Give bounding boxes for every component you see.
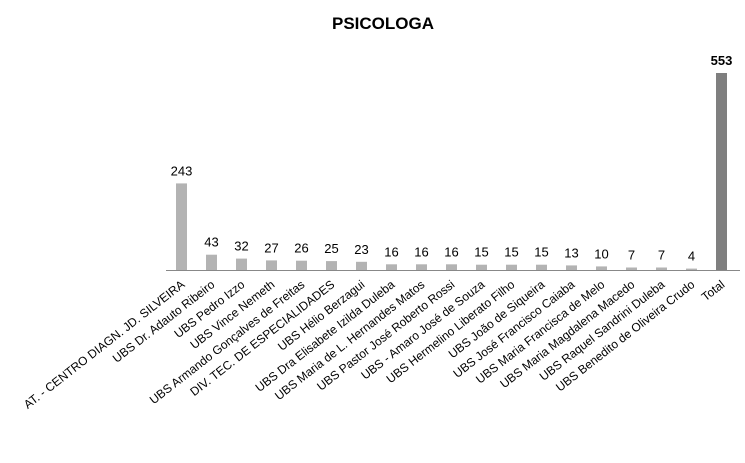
bar-15 [626, 267, 637, 270]
value-label: 25 [324, 241, 338, 256]
value-label: 15 [474, 245, 488, 260]
bar-14 [596, 266, 607, 270]
bar-12 [536, 264, 547, 270]
chart-title: PSICOLOGA [332, 14, 434, 33]
bar-1 [206, 254, 217, 270]
bar-0 [176, 183, 187, 270]
value-label: 32 [234, 239, 248, 254]
value-label: 27 [264, 240, 278, 255]
value-label: 553 [711, 53, 733, 68]
bar-3 [266, 260, 277, 270]
bars-group [176, 73, 727, 270]
bar-17 [686, 268, 697, 270]
value-label: 7 [658, 248, 665, 263]
bar-8 [416, 264, 427, 270]
value-label: 10 [594, 246, 608, 261]
bar-2 [236, 258, 247, 270]
value-label: 16 [384, 244, 398, 259]
bar-5 [326, 261, 337, 270]
category-label: Total [699, 277, 728, 304]
value-label: 243 [171, 163, 193, 178]
bar-4 [296, 260, 307, 270]
value-labels-group: 243 43 32 27 26 25 23 16 16 16 15 15 15 13 10 7 7 4 553 [171, 53, 733, 264]
value-label: 4 [688, 249, 695, 264]
bar-16 [656, 267, 667, 270]
value-label: 26 [294, 241, 308, 256]
bar-13 [566, 265, 577, 270]
bar-7 [386, 264, 397, 270]
value-label: 23 [354, 242, 368, 257]
bar-11 [506, 264, 517, 270]
bar-9 [446, 264, 457, 270]
value-label: 43 [204, 235, 218, 250]
bar-10 [476, 264, 487, 270]
value-label: 16 [414, 244, 428, 259]
value-label: 7 [628, 248, 635, 263]
value-label: 13 [564, 245, 578, 260]
value-label: 15 [534, 245, 548, 260]
bar-6 [356, 261, 367, 270]
bar-total [716, 73, 727, 270]
value-label: 16 [444, 244, 458, 259]
value-label: 15 [504, 245, 518, 260]
